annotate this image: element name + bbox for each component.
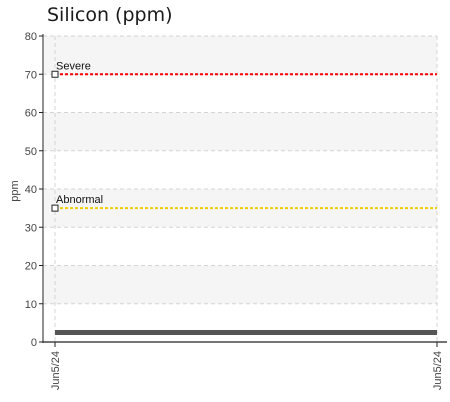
y-tick-label: 70	[25, 69, 37, 81]
threshold-marker-abnormal	[51, 204, 59, 212]
threshold-marker-severe	[51, 70, 59, 78]
x-tick-label: Jun5/24	[432, 351, 444, 390]
y-tick-label: 20	[25, 261, 37, 273]
background-band	[44, 265, 437, 304]
y-tick-label: 30	[25, 222, 37, 234]
y-tick-label: 80	[25, 31, 37, 43]
y-tick-label: 60	[25, 108, 37, 120]
threshold-label-abnormal: Abnormal	[56, 194, 103, 206]
y-tick-label: 40	[25, 184, 37, 196]
threshold-label-severe: Severe	[56, 60, 91, 72]
x-tick-label: Jun5/24	[50, 351, 62, 390]
y-axis-title: ppm	[9, 180, 21, 201]
y-tick-label: 50	[25, 146, 37, 158]
background-band	[44, 36, 437, 75]
y-tick-label: 0	[31, 337, 37, 349]
background-band	[44, 112, 437, 151]
chart-title: Silicon (ppm)	[47, 4, 173, 26]
y-tick-label: 10	[25, 299, 37, 311]
